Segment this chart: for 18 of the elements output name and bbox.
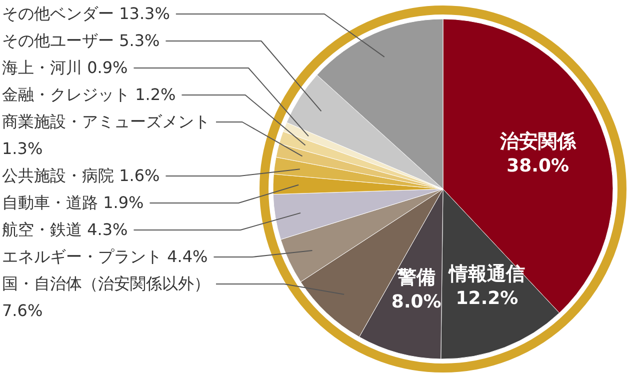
- slice-label: その他ユーザー 5.3%: [2, 31, 160, 50]
- data-label: 12.2%: [456, 288, 518, 310]
- slice-label: エネルギー・プラント 4.4%: [2, 247, 208, 266]
- slice-label: その他ベンダー 13.3%: [2, 4, 170, 23]
- slice-label: 金融・クレジット 1.2%: [2, 85, 176, 104]
- slice-label: 情報通信: [448, 263, 525, 286]
- data-label: 1.3%: [2, 139, 43, 158]
- slice-label: 公共施設・病院 1.6%: [2, 166, 160, 185]
- data-label: 8.0%: [391, 291, 442, 312]
- slice-label: 航空・鉄道 4.3%: [2, 220, 128, 239]
- slice-label: 警備: [396, 266, 436, 288]
- data-label: 7.6%: [2, 301, 43, 320]
- data-label: 38.0%: [506, 155, 570, 176]
- slice-label: 商業施設・アミューズメント: [2, 112, 210, 131]
- slice-label: 国・自治体（治安関係以外）: [2, 274, 210, 293]
- slice-label: 自動車・道路 1.9%: [2, 193, 144, 212]
- slice-label: 海上・河川 0.9%: [2, 58, 128, 77]
- slice-label: 治安関係: [498, 130, 577, 152]
